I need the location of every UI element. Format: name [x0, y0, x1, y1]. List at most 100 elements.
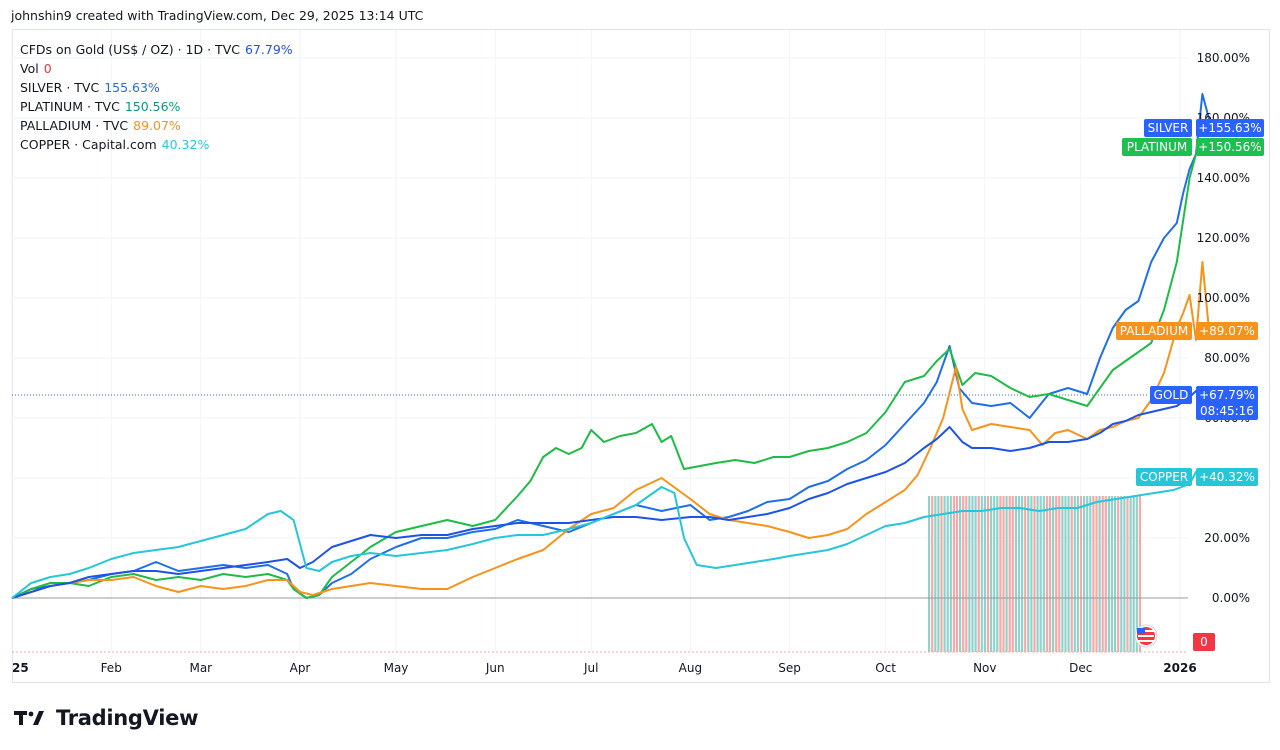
volume-bar	[1014, 496, 1017, 652]
volume-bar	[986, 496, 990, 652]
series-lines	[11, 93, 1220, 599]
copper-badge-value-text: +40.32%	[1199, 470, 1255, 484]
volume-bar	[971, 496, 974, 652]
legend: CFDs on Gold (US$ / OZ) · 1D · TVC 67.79%…	[20, 40, 293, 154]
volume-bar	[1132, 496, 1135, 652]
legend-row-silver[interactable]: SILVER · TVC 155.63%	[20, 78, 293, 97]
price-badges: SILVER +155.63% PLATINUM +150.56% PALLADIUM +…	[1116, 119, 1264, 651]
vol-badge	[1193, 633, 1215, 651]
legend-value: 155.63%	[104, 80, 160, 95]
volume-bar	[999, 496, 1002, 652]
volume-bar	[1052, 496, 1055, 652]
volume-bar	[1107, 496, 1110, 652]
volume-bar	[934, 496, 937, 652]
volume-bar	[1126, 496, 1129, 652]
y-tick-label: 0.00%	[1212, 591, 1250, 605]
volume-bar	[1017, 496, 1021, 652]
volume-bar	[980, 496, 983, 652]
vol-badge-text: 0	[1200, 635, 1208, 649]
chart-header: johnshin9 created with TradingView.com, …	[11, 8, 424, 23]
volume-bar	[1098, 496, 1101, 652]
x-tick-label: Jun	[485, 661, 505, 675]
volume-bar	[1058, 496, 1061, 652]
volume-bar	[977, 496, 980, 652]
volume-bar	[940, 496, 943, 652]
legend-label: Vol	[20, 61, 39, 76]
x-tick-label: Dec	[1069, 661, 1092, 675]
y-tick-label: 100.00%	[1197, 291, 1250, 305]
series-gold	[11, 387, 1216, 599]
volume-bar	[1073, 496, 1076, 652]
legend-row-palladium[interactable]: PALLADIUM · TVC 89.07%	[20, 116, 293, 135]
volume-bar	[983, 496, 986, 652]
palladium-badge-name-tag	[1116, 322, 1192, 340]
volume-bar	[1048, 496, 1052, 652]
legend-value: 40.32%	[161, 137, 210, 152]
gold-badge-value-tag	[1196, 386, 1258, 420]
y-tick-label: 140.00%	[1197, 171, 1250, 185]
silver-badge-name-text: SILVER	[1148, 121, 1189, 135]
volume-bar	[1039, 496, 1042, 652]
volume-bar	[1055, 496, 1058, 652]
zero-line	[12, 394, 1188, 653]
platinum-badge-value-text: +150.56%	[1198, 140, 1261, 154]
volume-bar	[1005, 496, 1008, 652]
y-tick-label: 180.00%	[1197, 51, 1250, 65]
legend-value: 0	[43, 61, 52, 76]
silver-badge-name-tag	[1144, 119, 1192, 137]
legend-row-platinum[interactable]: PLATINUM · TVC 150.56%	[20, 97, 293, 116]
x-axis[interactable]: 25 Feb Mar Apr May Jun Jul Aug Sep Oct Nov Dec 2026	[12, 661, 1197, 675]
volume-bar	[1070, 496, 1073, 652]
volume-bar	[974, 496, 977, 652]
volume-bar	[962, 496, 965, 652]
palladium-badge-value-text: +89.07%	[1199, 324, 1255, 338]
volume-bar	[1042, 496, 1045, 652]
legend-row-copper[interactable]: COPPER · Capital.com 40.32%	[20, 135, 293, 154]
copper-badge-name-tag	[1136, 468, 1192, 486]
x-tick-label: Nov	[973, 661, 996, 675]
volume-bar	[1086, 496, 1089, 652]
legend-label: COPPER · Capital.com	[20, 137, 157, 152]
tradingview-logo-icon	[14, 711, 44, 725]
volume-bar	[1117, 496, 1120, 652]
volume-bar	[952, 496, 955, 652]
volume-bar	[946, 496, 949, 652]
silver-badge-value-tag	[1196, 119, 1264, 137]
volume-bar	[1030, 496, 1033, 652]
volume-bar	[996, 496, 999, 652]
volume-bar	[949, 496, 952, 652]
volume-bar	[1024, 496, 1027, 652]
series-platinum	[11, 141, 1216, 599]
volume-bar	[1002, 496, 1005, 652]
volume-bar	[1083, 496, 1086, 652]
legend-row-gold[interactable]: CFDs on Gold (US$ / OZ) · 1D · TVC 67.79%	[20, 40, 293, 59]
x-tick-label: Apr	[290, 661, 311, 675]
x-tick-label: Oct	[875, 661, 896, 675]
volume-bar	[1138, 496, 1141, 652]
volume-bar	[1079, 496, 1083, 652]
volume-bar	[1095, 496, 1098, 652]
copper-badge-name-text: COPPER	[1140, 470, 1188, 484]
volume-bar	[1064, 496, 1067, 652]
volume-bar	[1036, 496, 1039, 652]
copper-badge-value-tag	[1196, 468, 1258, 486]
volume-bar	[968, 496, 971, 652]
volume-bar	[943, 496, 946, 652]
chart-area[interactable]: 180.00%160.00%140.00%120.00%100.00%80.00…	[0, 0, 1280, 700]
volume-bar	[1092, 496, 1095, 652]
x-tick-label: Sep	[778, 661, 801, 675]
volume-bar	[1101, 496, 1104, 652]
volume-bar	[1110, 496, 1114, 652]
us-flag-icon[interactable]	[1134, 624, 1158, 648]
volume-bar	[965, 496, 968, 652]
volume-bar	[1033, 496, 1036, 652]
footer[interactable]: TradingView	[14, 704, 198, 732]
x-tick-label: Mar	[189, 661, 212, 675]
volume-bar	[959, 496, 962, 652]
y-tick-label: 80.00%	[1204, 351, 1250, 365]
palladium-badge-name-text: PALLADIUM	[1120, 324, 1188, 338]
volume-bar	[931, 496, 934, 652]
x-tick-label: 2026	[1163, 661, 1196, 675]
legend-row-vol[interactable]: Vol 0	[20, 59, 293, 78]
series-copper	[11, 471, 1216, 599]
